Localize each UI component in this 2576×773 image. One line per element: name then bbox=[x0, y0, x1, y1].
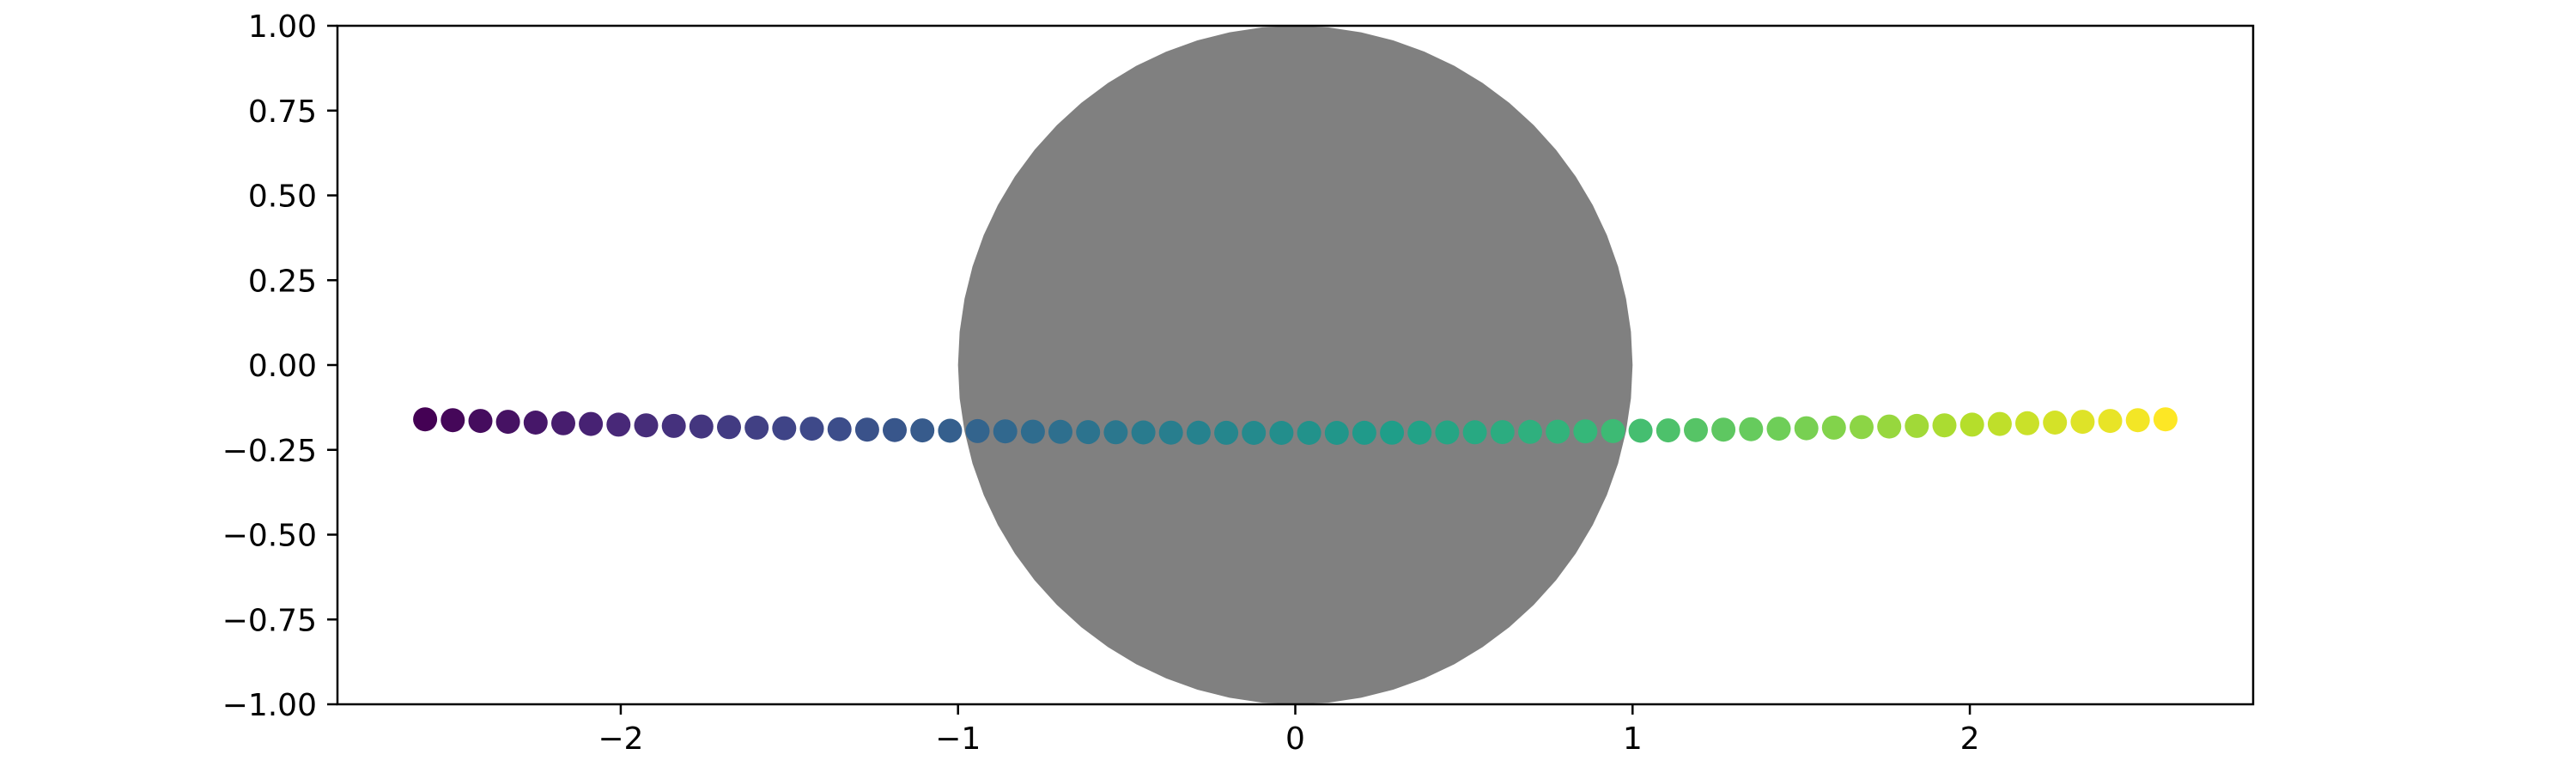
scatter-point bbox=[1352, 420, 1376, 445]
scatter-point bbox=[413, 407, 438, 432]
scatter-point bbox=[1020, 419, 1045, 444]
scatter-point bbox=[2015, 411, 2039, 435]
scatter-point bbox=[1380, 420, 1405, 445]
scatter-point bbox=[1601, 418, 1625, 443]
scatter-point bbox=[1821, 415, 1846, 440]
scatter-point bbox=[551, 411, 575, 435]
scatter-point bbox=[910, 418, 935, 443]
scatter-point bbox=[468, 409, 493, 434]
y-tick-label: 0.50 bbox=[248, 180, 317, 215]
x-tick-label: 2 bbox=[1960, 721, 1980, 757]
y-tick-label: 0.75 bbox=[248, 94, 317, 130]
scatter-point bbox=[1242, 421, 1267, 445]
x-axis: −2 −1 0 1 2 bbox=[598, 704, 1980, 757]
scatter-point bbox=[993, 419, 1018, 444]
scatter-point bbox=[1518, 419, 1542, 444]
plot-area bbox=[413, 26, 2178, 704]
y-tick-label: 0.25 bbox=[248, 264, 317, 299]
y-axis: 1.00 0.75 0.50 0.25 0.00 −0.25 −0.50 −0.75 −1.00 bbox=[222, 9, 337, 723]
y-tick-label: −0.50 bbox=[222, 519, 317, 554]
scatter-point bbox=[1850, 415, 1874, 440]
scatter-point bbox=[2098, 409, 2123, 434]
scatter-point bbox=[1546, 419, 1571, 444]
scatter-point bbox=[1103, 420, 1128, 445]
scatter-point bbox=[661, 413, 686, 438]
x-tick-label: 0 bbox=[1285, 721, 1305, 757]
scatter-point bbox=[938, 418, 963, 443]
scatter-point bbox=[1877, 414, 1902, 439]
scatter-point bbox=[1684, 417, 1708, 442]
scatter-point bbox=[1076, 420, 1101, 445]
scatter-point bbox=[1269, 421, 1294, 445]
y-tick-label: 1.00 bbox=[248, 9, 317, 45]
scatter-point bbox=[1987, 411, 2012, 436]
scatter-point bbox=[1214, 420, 1239, 445]
scatter-point bbox=[1628, 418, 1653, 443]
scatter-point bbox=[495, 410, 520, 435]
scatter-point bbox=[1794, 416, 1819, 441]
scatter-point bbox=[1932, 413, 1957, 438]
scatter-point bbox=[1186, 420, 1211, 445]
y-tick-label: −0.75 bbox=[222, 603, 317, 638]
scatter-point bbox=[579, 411, 604, 436]
scatter-point bbox=[854, 417, 879, 442]
scatter-point bbox=[1766, 417, 1791, 441]
scatter-point bbox=[1297, 421, 1321, 445]
scatter-point bbox=[1407, 420, 1432, 445]
scatter-point bbox=[1131, 420, 1156, 445]
scatter-point bbox=[2043, 411, 2068, 435]
scatter-point bbox=[440, 408, 465, 433]
scatter-point bbox=[689, 414, 714, 439]
y-tick-label: −0.25 bbox=[222, 434, 317, 469]
scatter-point bbox=[717, 415, 741, 440]
scatter-point bbox=[523, 411, 548, 435]
scatter-point bbox=[883, 417, 907, 442]
scatter-point bbox=[1959, 412, 1984, 437]
scatter-point bbox=[1573, 419, 1598, 444]
scatter-point bbox=[965, 418, 990, 443]
scatter-points bbox=[413, 407, 2178, 445]
scatter-point bbox=[1435, 420, 1460, 445]
x-tick-label: −2 bbox=[598, 721, 643, 757]
y-tick-label: 0.00 bbox=[248, 349, 317, 384]
scatter-point bbox=[772, 416, 797, 441]
x-tick-label: −1 bbox=[935, 721, 981, 757]
scatter-point bbox=[606, 412, 631, 437]
scatter-point bbox=[2153, 407, 2178, 432]
scatter-point bbox=[1324, 421, 1349, 445]
scatter-point bbox=[1462, 420, 1487, 445]
scatter-point bbox=[1905, 413, 1929, 438]
x-tick-label: 1 bbox=[1623, 721, 1643, 757]
scatter-point bbox=[1739, 417, 1764, 441]
scatter-point bbox=[2125, 408, 2150, 433]
scatter-point bbox=[1711, 417, 1736, 442]
scatter-point bbox=[1158, 420, 1183, 445]
scatter-point bbox=[1656, 418, 1680, 443]
scatter-point bbox=[2070, 410, 2095, 435]
y-tick-label: −1.00 bbox=[222, 688, 317, 723]
scatter-point bbox=[634, 413, 659, 438]
scatter-point bbox=[1490, 420, 1515, 445]
gray-circle bbox=[957, 26, 1633, 704]
scatter-point bbox=[1048, 419, 1072, 444]
scatter-point bbox=[799, 417, 824, 441]
scatter-point bbox=[744, 415, 769, 440]
scatter-point bbox=[827, 417, 852, 441]
